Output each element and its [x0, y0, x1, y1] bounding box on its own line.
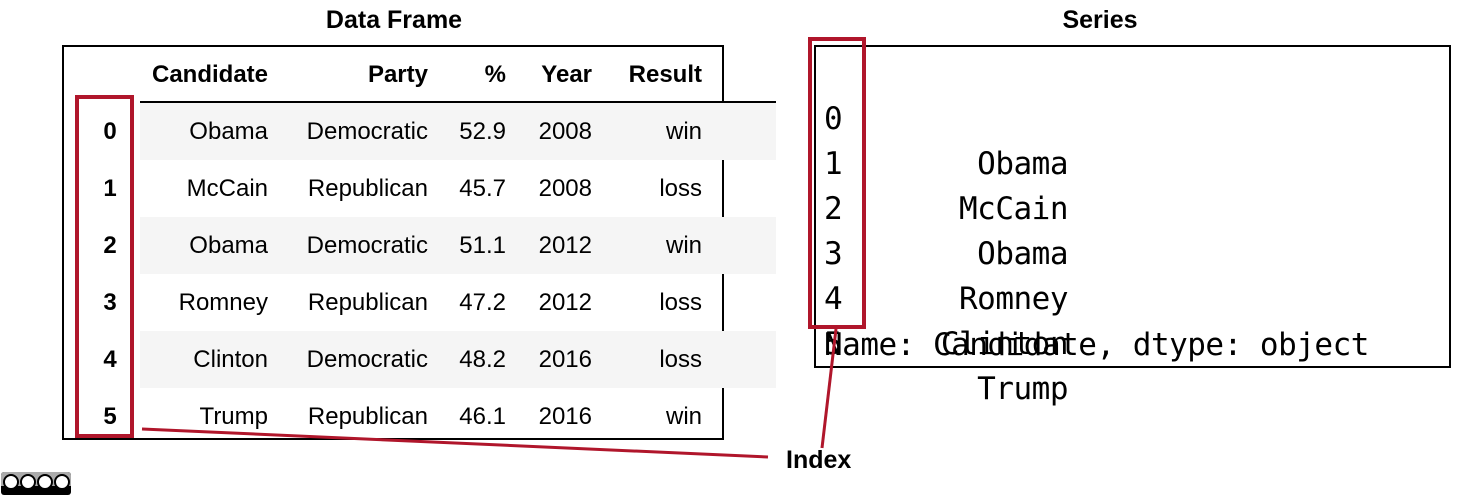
cell-candidate: Romney: [178, 289, 268, 316]
series-row: 5 Trump: [824, 277, 1084, 407]
series-value: McCain: [959, 191, 1068, 227]
table-row: 2 Obama Democratic 51.1 2012 win: [64, 217, 776, 274]
table-row: 3 Romney Republican 47.2 2012 loss: [64, 274, 722, 331]
cell-percent: 52.9: [459, 118, 506, 145]
row-index: 5: [103, 403, 117, 430]
series-index: 4: [824, 281, 843, 317]
cell-candidate: Clinton: [193, 346, 268, 373]
cell-candidate: Obama: [189, 232, 268, 259]
series-title: Series: [1062, 6, 1138, 34]
column-header-percent: %: [484, 61, 506, 88]
cell-year: 2016: [538, 346, 592, 373]
series-output: 0 Obama 1 McCain 2 Obama 3 Romney 4 Clin…: [814, 45, 1451, 407]
dataframe-table: Candidate Party % Year Result 0 Obama De…: [62, 45, 776, 440]
header-divider: [140, 101, 776, 103]
table-row: 4 Clinton Democratic 48.2 2016 loss: [64, 331, 776, 388]
series-row: 2 Obama: [824, 142, 1084, 272]
cell-year: 2012: [538, 289, 592, 316]
cell-candidate: McCain: [186, 175, 268, 202]
series-row: 0 Obama: [824, 52, 1084, 182]
cell-candidate: Trump: [199, 403, 268, 430]
cell-party: Republican: [307, 403, 428, 430]
series-index: 3: [824, 236, 843, 272]
series-index-connector: [820, 328, 838, 449]
column-header-result: Result: [628, 61, 702, 88]
cell-year: 2016: [538, 403, 592, 430]
cell-percent: 48.2: [459, 346, 506, 373]
column-header-party: Party: [367, 61, 428, 88]
cell-party: Democratic: [306, 118, 428, 145]
cell-year: 2008: [538, 175, 592, 202]
cell-party: Democratic: [306, 232, 428, 259]
cc-by-nc-sa-icon: [1, 472, 71, 495]
column-header-candidate: Candidate: [151, 61, 268, 88]
cell-result: win: [665, 403, 702, 430]
series-index: 0: [824, 101, 843, 137]
cell-result: loss: [659, 175, 702, 202]
table-row: 0 Obama Democratic 52.9 2008 win: [64, 103, 776, 160]
table-header: Candidate Party % Year Result: [64, 47, 722, 102]
cell-result: win: [665, 232, 702, 259]
series-row: 1 McCain: [824, 97, 1084, 227]
cell-candidate: Obama: [189, 118, 268, 145]
cell-party: Republican: [307, 289, 428, 316]
cell-percent: 47.2: [459, 289, 506, 316]
cell-result: win: [665, 118, 702, 145]
cell-year: 2012: [538, 232, 592, 259]
series-value: Clinton: [940, 326, 1069, 362]
row-index: 3: [103, 289, 117, 316]
series-footer: Name: Candidate, dtype: object: [824, 327, 1369, 363]
row-index: 0: [103, 118, 117, 145]
cell-party: Republican: [307, 175, 428, 202]
series-index: 2: [824, 191, 843, 227]
dataframe-index-connector: [141, 427, 769, 459]
cell-percent: 51.1: [459, 232, 506, 259]
series-row: 4 Clinton: [824, 232, 1084, 362]
series-value: Obama: [977, 236, 1068, 272]
table-row: 5 Trump Republican 46.1 2016 win: [64, 388, 722, 438]
cell-percent: 45.7: [459, 175, 506, 202]
cell-party: Democratic: [306, 346, 428, 373]
series-value: Obama: [977, 146, 1068, 182]
series-index: 1: [824, 146, 843, 182]
cell-percent: 46.1: [459, 403, 506, 430]
index-label: Index: [786, 446, 852, 474]
series-value: Trump: [977, 371, 1068, 407]
cell-result: loss: [659, 289, 702, 316]
series-row: 3 Romney: [824, 187, 1084, 317]
cell-result: loss: [659, 346, 702, 373]
dataframe-title: Data Frame: [325, 6, 463, 34]
table-row: 1 McCain Republican 45.7 2008 loss: [64, 160, 722, 217]
series-value: Romney: [959, 281, 1068, 317]
row-index: 1: [103, 175, 117, 202]
column-header-year: Year: [541, 61, 592, 88]
row-index: 2: [103, 232, 117, 259]
cell-year: 2008: [538, 118, 592, 145]
row-index: 4: [103, 346, 117, 373]
